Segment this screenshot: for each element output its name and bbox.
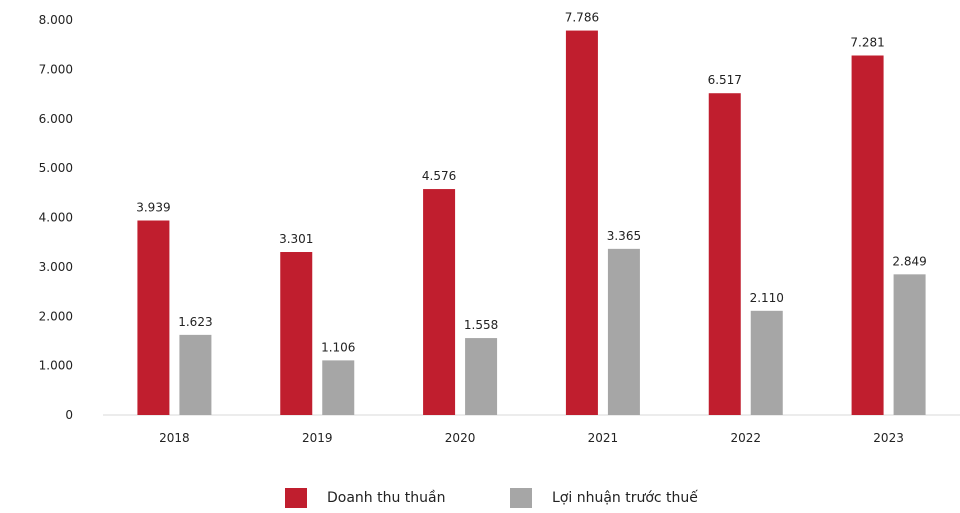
legend-swatch-profit	[510, 488, 532, 508]
legend-item-revenue: Doanh thu thuần	[285, 486, 446, 510]
bar-revenue	[708, 93, 741, 416]
bar-revenue	[423, 189, 456, 415]
data-label: 7.786	[565, 11, 599, 25]
bar-chart: 0 1.000 2.000 3.000 4.000 5.000 6.000 7.000 8.00…	[39, 11, 960, 445]
x-tick-label: 2022	[730, 431, 761, 445]
x-tick-label: 2019	[302, 431, 333, 445]
y-tick-label: 3.000	[39, 260, 73, 274]
y-tick-label: 5.000	[39, 161, 73, 175]
legend-swatch-revenue	[285, 488, 307, 508]
x-tick-label: 2021	[588, 431, 619, 445]
bar-revenue	[137, 220, 170, 415]
data-label: 1.106	[321, 340, 355, 354]
bar-profit	[893, 274, 926, 415]
bar-profit	[750, 310, 783, 415]
y-tick-label: 2.000	[39, 309, 73, 323]
data-label: 1.558	[464, 318, 498, 332]
y-tick-label: 8.000	[39, 13, 73, 27]
bar-profit	[322, 360, 355, 415]
y-tick-label: 6.000	[39, 112, 73, 126]
y-tick-label: 4.000	[39, 211, 73, 225]
bar-revenue	[851, 55, 884, 416]
y-tick-label: 0	[65, 408, 73, 422]
legend: Doanh thu thuần Lợi nhuận trước thuế	[0, 486, 960, 510]
bar-revenue	[280, 252, 313, 415]
bar-profit	[465, 338, 498, 415]
data-label: 7.281	[850, 36, 884, 50]
data-label: 3.939	[136, 201, 170, 215]
bar-profit	[179, 334, 212, 415]
x-tick-label: 2020	[445, 431, 476, 445]
data-label: 1.623	[178, 315, 212, 329]
data-label: 6.517	[708, 73, 742, 87]
legend-label-profit: Lợi nhuận trước thuế	[552, 490, 698, 506]
data-label: 4.576	[422, 169, 456, 183]
data-label: 2.110	[750, 291, 784, 305]
bar-revenue	[565, 30, 598, 415]
data-label: 3.301	[279, 232, 313, 246]
legend-item-profit: Lợi nhuận trước thuế	[510, 486, 698, 510]
data-label: 3.365	[607, 229, 641, 243]
data-label: 2.849	[892, 254, 926, 268]
legend-label-revenue: Doanh thu thuần	[327, 490, 446, 506]
y-tick-label: 1.000	[39, 359, 73, 373]
bar-profit	[607, 248, 640, 415]
x-tick-label: 2023	[873, 431, 904, 445]
x-tick-label: 2018	[159, 431, 190, 445]
y-tick-label: 7.000	[39, 62, 73, 76]
